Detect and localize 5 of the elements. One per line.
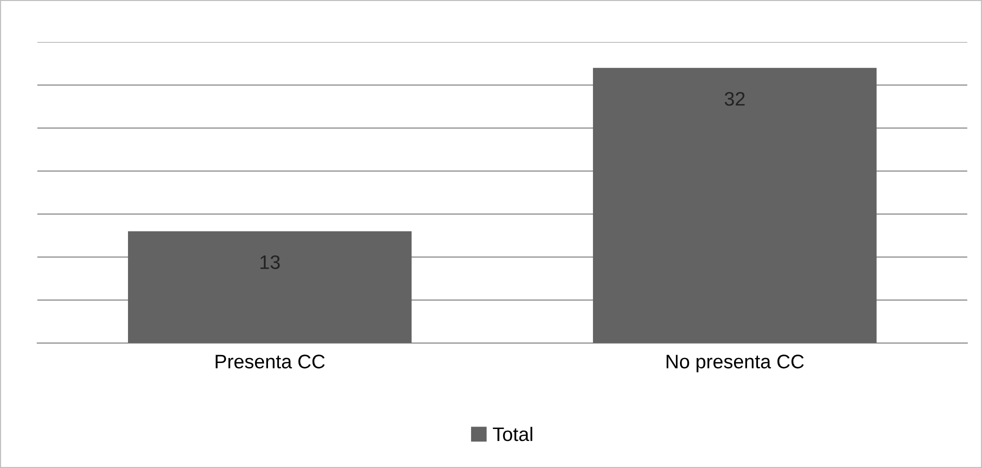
x-tick-label: Presenta CC	[216, 354, 325, 368]
x-tick-label: No presenta CC	[666, 354, 804, 372]
legend-label: Total	[492, 426, 532, 442]
data-label: 13	[260, 255, 280, 270]
data-label: 32	[724, 92, 745, 106]
